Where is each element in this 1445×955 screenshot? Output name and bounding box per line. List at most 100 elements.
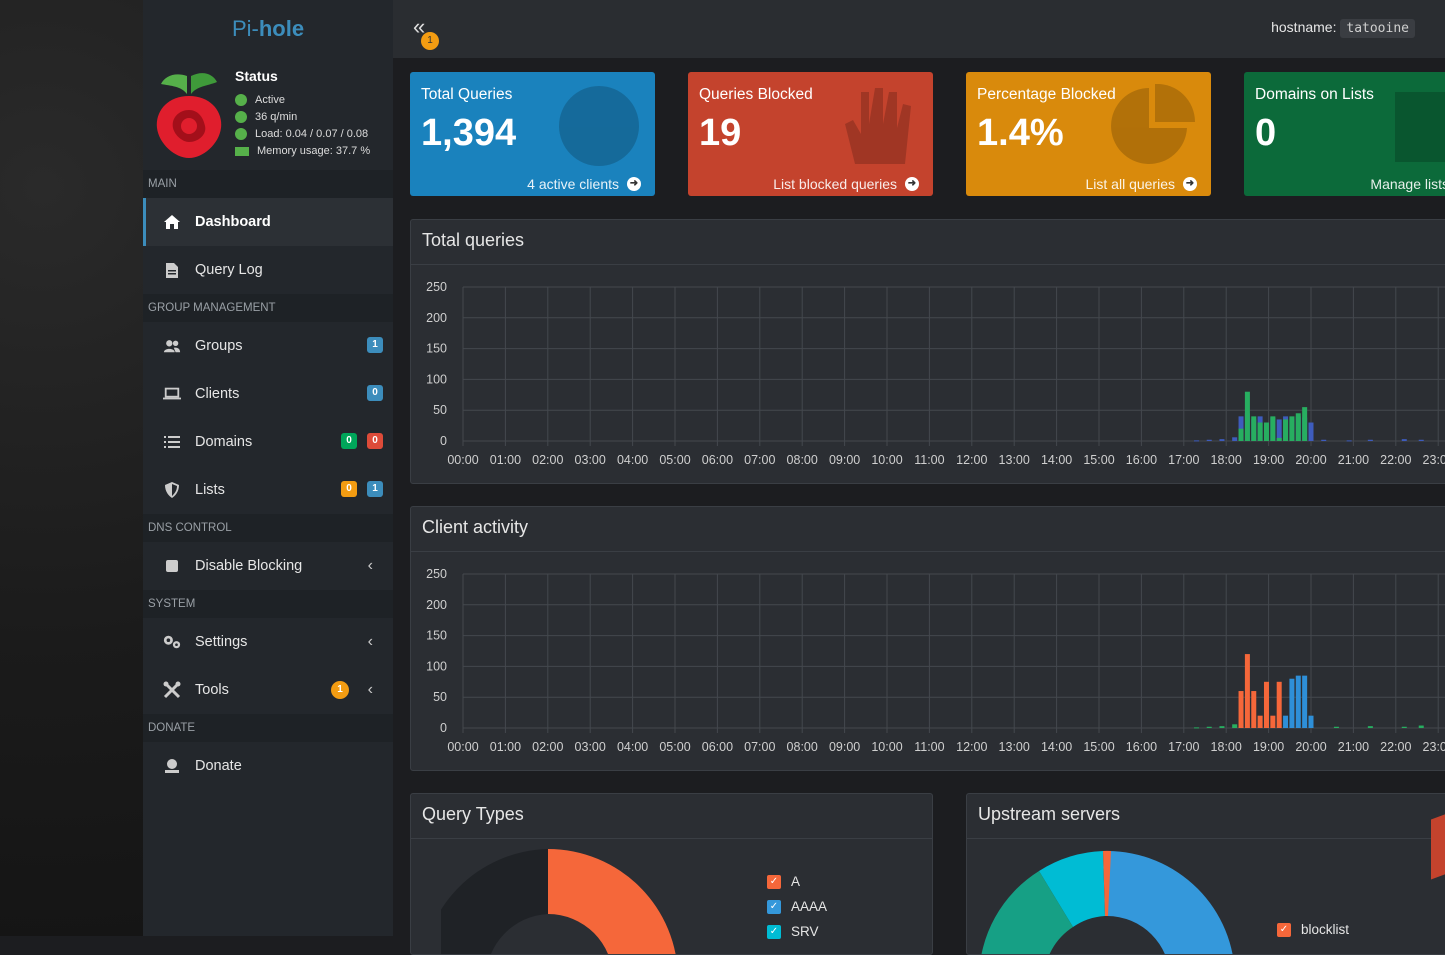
chart-bar: [1418, 725, 1424, 728]
chart-bar: [1308, 715, 1314, 728]
tools-icon: [163, 681, 181, 699]
x-tick-label: 12:00: [956, 453, 987, 467]
domains-deny-badge: 0: [367, 433, 383, 449]
sidebar-item-label: Dashboard: [195, 214, 271, 230]
chart-bar: [1289, 416, 1295, 441]
chart-bar: [1270, 416, 1276, 441]
chart-bar: [1333, 726, 1339, 728]
sidebar-item-domains[interactable]: Domains 0 0: [143, 418, 393, 466]
x-tick-label: 02:00: [532, 453, 563, 467]
x-tick-label: 21:00: [1338, 740, 1369, 754]
chart-bar: [1270, 715, 1276, 728]
toggle-notification-badge: 1: [421, 32, 439, 50]
brand-pi: Pi-: [231, 16, 259, 41]
stat-footer-link[interactable]: List blocked queries ➜: [773, 176, 919, 192]
legend-item-blocklist[interactable]: ✓ blocklist: [1277, 922, 1349, 937]
panel-title: Client activity: [422, 517, 529, 537]
pihole-raspberry-logo: [156, 73, 222, 158]
y-tick-label: 250: [426, 567, 447, 581]
y-tick-label: 150: [426, 629, 447, 643]
pie-chart-icon: [1111, 84, 1196, 164]
status-title: Status: [235, 68, 278, 84]
donut-slice: [548, 849, 676, 954]
status-rate: 36 q/min: [235, 111, 297, 123]
section-group-management: GROUP MANAGEMENT: [143, 294, 393, 322]
sidebar-item-clients[interactable]: Clients 0: [143, 370, 393, 418]
x-tick-label: 04:00: [617, 453, 648, 467]
status-memory-text: Memory usage: 37.7 %: [257, 145, 371, 157]
stat-footer-text: 4 active clients: [527, 176, 619, 192]
x-tick-label: 18:00: [1211, 740, 1242, 754]
chart-bar: [1238, 428, 1244, 441]
checkbox-checked-icon: ✓: [767, 924, 781, 939]
x-tick-label: 03:00: [575, 740, 606, 754]
legend-item-aaaa[interactable]: ✓ AAAA: [767, 899, 827, 914]
sidebar-item-query-log[interactable]: Query Log: [143, 246, 393, 294]
arrow-circle-right-icon: ➜: [905, 177, 919, 191]
sidebar-item-tools[interactable]: Tools 1 ‹: [143, 666, 393, 714]
brand-hole: hole: [258, 16, 305, 41]
panel-divider: [967, 838, 1445, 839]
sidebar-item-lists[interactable]: Lists 0 1: [143, 466, 393, 514]
clients-count-badge: 0: [367, 385, 383, 401]
chart-bar: [1321, 439, 1327, 441]
sidebar-item-disable-blocking[interactable]: Disable Blocking ‹: [143, 542, 393, 590]
brand-logo[interactable]: Pi-hole: [143, 0, 393, 58]
x-tick-label: 01:00: [490, 453, 521, 467]
stat-label: Queries Blocked: [699, 86, 813, 103]
x-tick-label: 00:00: [447, 453, 478, 467]
x-tick-label: 05:00: [659, 740, 690, 754]
chart-bar: [1295, 413, 1301, 441]
sidebar-item-donate[interactable]: Donate: [143, 742, 393, 790]
checkbox-checked-icon: ✓: [767, 899, 781, 914]
x-tick-label: 21:00: [1338, 453, 1369, 467]
laptop-icon: [163, 385, 181, 403]
section-main: MAIN: [143, 170, 393, 198]
stat-value: 1,394: [421, 112, 517, 154]
chart-bar: [1194, 727, 1200, 729]
list-alt-icon: [1395, 92, 1445, 162]
chart-bar: [1367, 726, 1373, 728]
donut-slice: [981, 871, 1073, 954]
stat-label: Total Queries: [421, 86, 513, 103]
stat-footer-link[interactable]: 4 active clients ➜: [527, 176, 641, 192]
y-tick-label: 50: [433, 690, 447, 704]
status-rate-text: 36 q/min: [255, 111, 298, 123]
section-system: SYSTEM: [143, 590, 393, 618]
lists-count-badge-b: 1: [367, 481, 383, 497]
sidebar-item-settings[interactable]: Settings ‹: [143, 618, 393, 666]
sidebar-item-dashboard[interactable]: Dashboard: [143, 198, 393, 246]
chart-bar: [1302, 675, 1308, 728]
sidebar-toggle-icon[interactable]: «: [413, 14, 426, 39]
total-queries-panel: Total queries 0 50 100 150 200 250 00:00 01:00 0…: [410, 219, 1445, 484]
x-tick-label: 19:00: [1253, 453, 1284, 467]
stat-label: Percentage Blocked: [977, 86, 1116, 103]
checkbox-checked-icon: ✓: [767, 874, 781, 889]
y-tick-label: 150: [426, 342, 447, 356]
chart-bar: [1251, 691, 1257, 728]
legend-label: blocklist: [1301, 922, 1350, 937]
stat-footer-link[interactable]: List all queries ➜: [1086, 176, 1197, 192]
stat-footer-link[interactable]: Manage lists: [1370, 176, 1445, 192]
x-tick-label: 13:00: [999, 453, 1030, 467]
chart-bar: [1219, 726, 1225, 728]
x-tick-label: 05:00: [659, 453, 690, 467]
tools-notification-badge: 1: [331, 681, 349, 699]
x-tick-label: 01:00: [490, 740, 521, 754]
y-tick-label: 0: [440, 721, 447, 735]
sidebar-item-groups[interactable]: Groups 1: [143, 322, 393, 370]
status-memory: Memory usage: 37.7 %: [235, 145, 370, 157]
panel-title: Query Types: [422, 804, 524, 824]
legend-item-a[interactable]: ✓ A: [767, 874, 800, 889]
red-tab-shape: [1431, 808, 1445, 880]
x-tick-label: 12:00: [956, 740, 987, 754]
status-load: Load: 0.04 / 0.07 / 0.08: [235, 128, 368, 140]
x-tick-label: 20:00: [1295, 740, 1326, 754]
legend-item-srv[interactable]: ✓ SRV: [767, 924, 819, 939]
sidebar-item-label: Tools: [195, 682, 229, 698]
stat-value: 19: [699, 112, 742, 154]
chart-bar: [1418, 439, 1424, 441]
x-tick-label: 10:00: [871, 453, 902, 467]
legend-label: AAAA: [791, 899, 828, 914]
x-tick-label: 10:00: [871, 740, 902, 754]
